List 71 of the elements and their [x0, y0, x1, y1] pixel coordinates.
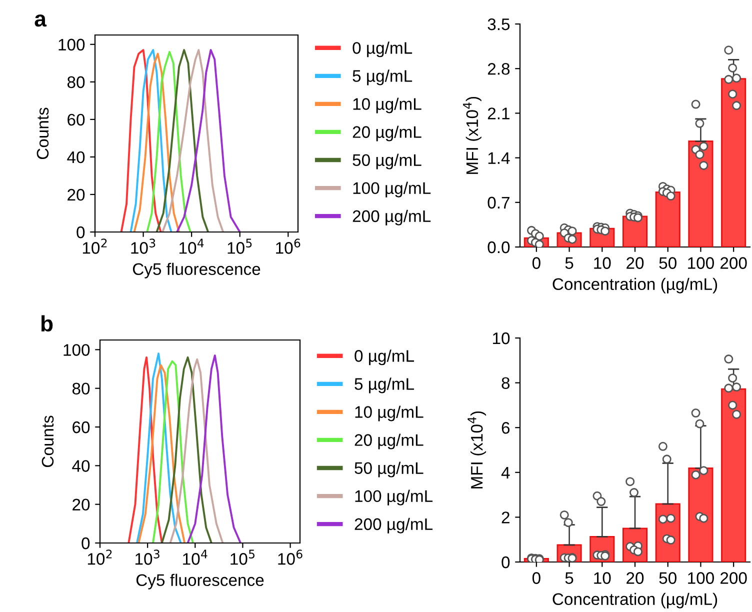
y-tick-label: 8 — [502, 377, 510, 390]
y-tick-label: 2.8 — [488, 63, 510, 75]
x-axis-title: Concentration (µg/mL) — [552, 592, 718, 608]
legend-label: 200 µg/mL — [352, 210, 431, 226]
y-axis-title: MFI (x10$^{4}$) — [463, 96, 482, 174]
x-tick-label: 100 — [688, 257, 714, 269]
y-tick-label: 80 — [67, 76, 85, 88]
y-tick-label: 80 — [72, 382, 90, 395]
x-tick-label: 10 — [594, 572, 611, 584]
y-tick-label: 0 — [76, 226, 85, 238]
x-tick-label: 5 — [565, 257, 574, 269]
x-axis-title: Concentration (µg/mL) — [552, 278, 718, 294]
x-tick-label: 10$^{4}$ — [180, 238, 204, 254]
y-tick-label: 2.1 — [488, 108, 510, 120]
text: b — [41, 315, 53, 332]
y-tick-label: 3.5 — [488, 18, 510, 30]
x-tick-label: 200 — [720, 257, 747, 269]
y-axis-title: Counts — [42, 416, 54, 468]
x-tick-label: 0 — [532, 572, 540, 584]
y-tick-label: 60 — [68, 114, 85, 126]
y-tick-label: 100 — [64, 344, 90, 356]
y-tick-label: 20 — [68, 188, 85, 201]
x-tick-label: 10$^{2}$ — [82, 238, 107, 254]
x-tick-label: 10$^{3}$ — [131, 238, 156, 254]
legend-label: 100 µg/mL — [353, 182, 431, 198]
legend-label: 100 µg/mL — [355, 490, 433, 506]
legend-label: 0 µg/mL — [354, 350, 414, 366]
legend-label: 5 µg/mL — [354, 378, 414, 394]
x-tick-label: 5 — [565, 572, 574, 584]
y-tick-label: 4 — [501, 466, 510, 478]
legend-label: 0 µg/mL — [352, 42, 412, 58]
y-tick-label: 0.0 — [488, 241, 510, 254]
x-tick-label: 10$^{6}$ — [278, 550, 302, 565]
x-tick-label: 200 — [720, 572, 747, 584]
y-tick-label: 60 — [72, 421, 90, 434]
y-tick-label: 100 — [58, 38, 85, 51]
x-tick-label: 10$^{4}$ — [183, 550, 208, 565]
legend-label: 20 µg/mL — [354, 434, 424, 450]
y-tick-label: 0.7 — [488, 196, 510, 209]
x-tick-label: 100 — [688, 572, 714, 584]
x-axis-title: Cy5 fluorescence — [132, 262, 260, 278]
x-tick-label: 10$^{3}$ — [136, 550, 160, 565]
y-tick-label: 40 — [72, 460, 90, 472]
legend-label: 10 µg/mL — [353, 98, 422, 114]
y-tick-label: 2 — [502, 512, 510, 524]
legend-label: 50 µg/mL — [352, 154, 422, 170]
legend-label: 50 µg/mL — [354, 462, 424, 478]
y-axis-title: Counts — [36, 108, 49, 160]
x-tick-label: 10$^{6}$ — [276, 238, 300, 254]
y-axis-title: MFI (x10$^{4}$) — [468, 411, 486, 488]
y-tick-label: 1.4 — [488, 152, 510, 164]
x-tick-label: 10 — [594, 257, 611, 269]
legend-label: 20 µg/mL — [352, 126, 422, 142]
legend-label: 10 µg/mL — [355, 406, 424, 422]
y-tick-label: 0 — [82, 537, 90, 550]
x-tick-label: 10$^{2}$ — [88, 550, 112, 565]
text: a — [34, 14, 47, 27]
y-tick-label: 40 — [67, 151, 85, 164]
y-tick-label: 10 — [493, 332, 510, 344]
x-tick-label: 10$^{5}$ — [228, 238, 252, 254]
x-tick-label: 0 — [532, 257, 540, 269]
y-tick-label: 20 — [72, 498, 90, 511]
x-tick-label: 50 — [659, 257, 676, 269]
y-tick-label: 6 — [502, 422, 510, 434]
legend-label: 5 µg/mL — [352, 70, 412, 86]
x-tick-label: 20 — [626, 572, 644, 584]
x-tick-label: 10$^{5}$ — [230, 550, 254, 565]
x-tick-label: 20 — [626, 257, 644, 269]
legend-label: 200 µg/mL — [354, 518, 433, 534]
x-tick-label: 50 — [659, 572, 676, 584]
x-axis-title: Cy5 fluorescence — [136, 574, 264, 590]
